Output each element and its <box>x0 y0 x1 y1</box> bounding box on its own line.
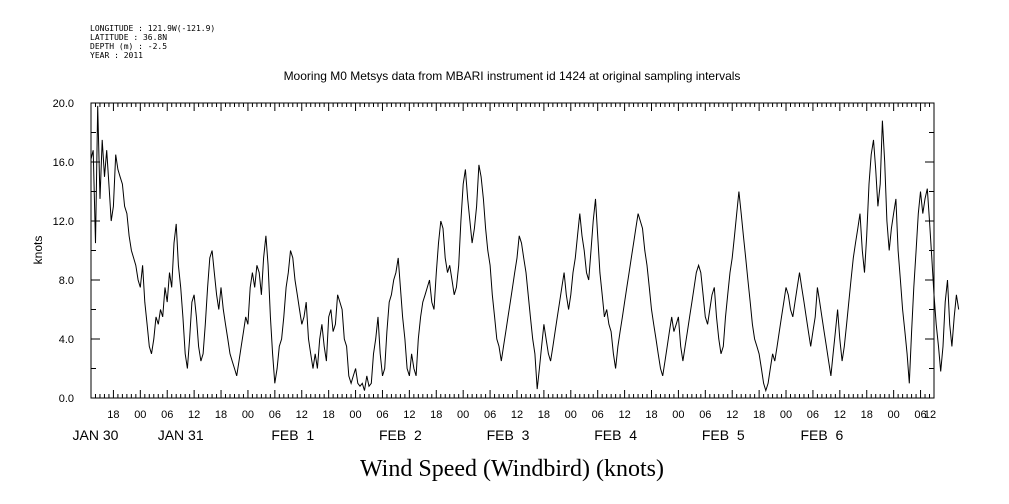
x-axis: 18 00 06 12 18 00 06 12 18 00 06 12 18 00 06 12 18 00 06 12… <box>73 103 936 443</box>
x-hour-label: 06 <box>161 409 173 421</box>
x-hour-label: 18 <box>645 409 657 421</box>
x-hour-label: 12 <box>726 409 738 421</box>
x-hour-label: 18 <box>323 409 335 421</box>
x-hour-label: 06 <box>807 409 819 421</box>
x-date-label: FEB 2 <box>379 427 422 443</box>
x-hour-label: 12 <box>618 409 630 421</box>
series-layer <box>90 105 960 393</box>
plot-frame <box>90 102 935 399</box>
longitude-label: LONGITUDE : 121.9W(-121.9) <box>90 24 215 33</box>
x-hour-label: 12 <box>511 409 523 421</box>
header-info: LONGITUDE : 121.9W(-121.9) LATITUDE : 36… <box>90 24 215 60</box>
x-date-label: FEB 5 <box>702 427 745 443</box>
x-hour-label: 00 <box>242 409 254 421</box>
x-hour-label: 18 <box>538 409 550 421</box>
y-tick-label: 0.0 <box>59 393 74 405</box>
x-hour-label: 12 <box>296 409 308 421</box>
x-date-label: FEB 1 <box>271 427 314 443</box>
x-hour-label: 12 <box>834 409 846 421</box>
y-tick-label: 4.0 <box>59 334 74 346</box>
y-axis-label: knots <box>31 236 45 265</box>
x-hour-label: 00 <box>888 409 900 421</box>
chart-title: Mooring M0 Metsys data from MBARI instru… <box>284 69 741 83</box>
x-hour-label: 12 <box>403 409 415 421</box>
x-hour-label: 18 <box>107 409 119 421</box>
x-hour-label: 06 <box>592 409 604 421</box>
x-axis-label: Wind Speed (Windbird) (knots) <box>360 456 664 482</box>
x-hour-label: 18 <box>430 409 442 421</box>
x-hour-label: 06 <box>699 409 711 421</box>
x-hour-label: 00 <box>457 409 469 421</box>
x-hour-label: 06 <box>376 409 388 421</box>
x-hour-label: 00 <box>349 409 361 421</box>
x-hour-label: 06 <box>914 409 926 421</box>
latitude-label: LATITUDE : 36.8N <box>90 33 167 42</box>
x-hour-label: 18 <box>215 409 227 421</box>
x-hour-label: 12 <box>188 409 200 421</box>
depth-label: DEPTH (m) : -2.5 <box>90 42 167 51</box>
x-hour-label: 12 <box>924 409 936 421</box>
x-hour-label: 18 <box>861 409 873 421</box>
x-hour-label: 00 <box>134 409 146 421</box>
y-axis: 0.0 4.0 8.0 12.0 16.0 20.0 <box>53 98 934 405</box>
y-tick-label: 16.0 <box>53 157 74 169</box>
x-hour-label: 06 <box>484 409 496 421</box>
year-label: YEAR : 2011 <box>90 51 143 60</box>
x-date-label: FEB 6 <box>801 427 844 443</box>
x-hour-label: 00 <box>565 409 577 421</box>
x-date-label: JAN 30 <box>73 427 119 443</box>
x-hour-label: 18 <box>753 409 765 421</box>
y-tick-label: 8.0 <box>59 275 74 287</box>
x-hour-label: 00 <box>780 409 792 421</box>
x-date-label: FEB 3 <box>487 427 530 443</box>
x-hour-label: 06 <box>269 409 281 421</box>
y-tick-label: 12.0 <box>53 216 74 228</box>
x-hour-label: 00 <box>672 409 684 421</box>
x-date-label: FEB 4 <box>594 427 637 443</box>
y-tick-label: 20.0 <box>53 98 74 110</box>
x-date-label: JAN 31 <box>158 427 204 443</box>
series-line-0 <box>90 105 960 393</box>
